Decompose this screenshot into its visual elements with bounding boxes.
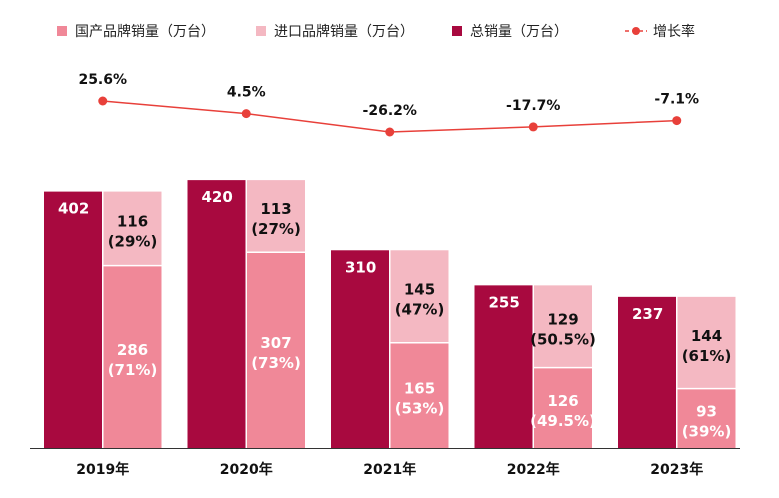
import-value-label: 113 — [260, 200, 291, 218]
total-bar — [44, 191, 102, 448]
total-bar — [187, 180, 246, 448]
legend-swatch — [256, 26, 266, 36]
growth-point — [528, 122, 538, 132]
domestic-share-label: (53%) — [395, 399, 445, 417]
bar-labels-layer: 402 286 (71%) 116 (29%) 420 307 (73%) 113 (27%) 31… — [58, 188, 731, 440]
import-bar — [534, 285, 592, 368]
domestic-value-label: 93 — [696, 402, 717, 420]
growth-label: -17.7% — [506, 98, 560, 114]
import-value-label: 145 — [404, 281, 435, 299]
domestic-share-label: (73%) — [251, 354, 301, 372]
import-share-label: (50.5%) — [530, 330, 596, 348]
import-share-label: (27%) — [251, 220, 301, 238]
total-bar-label: 420 — [202, 188, 233, 206]
legend: 国产品牌销量（万台） 进口品牌销量（万台） 总销量（万台） 增长率 — [57, 23, 695, 40]
legend-swatch — [57, 26, 67, 36]
import-value-label: 116 — [117, 213, 148, 231]
domestic-share-label: (49.5%) — [530, 412, 596, 430]
legend-label: 国产品牌销量（万台） — [75, 23, 215, 40]
domestic-share-label: (71%) — [108, 361, 158, 379]
legend-line-marker — [632, 27, 640, 35]
growth-point — [385, 127, 395, 137]
import-value-label: 129 — [547, 310, 578, 328]
growth-label: 4.5% — [227, 85, 266, 101]
total-bar-label: 402 — [58, 200, 89, 218]
import-bar — [247, 180, 305, 253]
domestic-value-label: 307 — [260, 334, 291, 352]
domestic-bar — [390, 342, 449, 448]
total-bar-label: 255 — [489, 293, 520, 311]
legend-label: 总销量（万台） — [470, 24, 568, 40]
import-share-label: (47%) — [395, 301, 445, 319]
domestic-bar — [103, 265, 162, 448]
legend-swatch — [452, 26, 462, 36]
growth-point — [241, 109, 251, 119]
domestic-bar — [534, 367, 592, 448]
domestic-value-label: 126 — [547, 392, 578, 410]
domestic-bar — [677, 388, 736, 448]
total-bar-label: 310 — [345, 258, 376, 276]
total-bar — [331, 250, 389, 448]
x-axis: 2019年 2020年 2021年 2022年 2023年 — [30, 448, 740, 478]
growth-label: 25.6% — [78, 72, 127, 88]
x-tick-label: 2019年 — [76, 461, 129, 478]
bars-layer — [44, 180, 736, 448]
domestic-share-label: (39%) — [682, 422, 732, 440]
import-bar — [677, 296, 736, 389]
import-share-label: (29%) — [108, 233, 158, 251]
x-tick-label: 2020年 — [220, 461, 273, 478]
growth-label: -26.2% — [363, 103, 417, 119]
domestic-value-label: 286 — [117, 341, 148, 359]
import-share-label: (61%) — [682, 347, 732, 365]
growth-point — [672, 116, 682, 126]
x-tick-label: 2021年 — [363, 461, 416, 478]
x-tick-label: 2022年 — [507, 461, 560, 478]
domestic-value-label: 165 — [404, 379, 435, 397]
total-bar-label: 237 — [632, 305, 663, 323]
domestic-bar — [247, 252, 305, 448]
total-bar — [618, 296, 676, 448]
growth-line-layer: 25.6% 4.5% -26.2% -17.7% -7.1% — [78, 72, 699, 137]
x-tick-label: 2023年 — [650, 461, 703, 478]
growth-label: -7.1% — [654, 92, 699, 108]
growth-point — [98, 96, 108, 106]
import-bar — [390, 250, 449, 343]
legend-label: 增长率 — [653, 23, 695, 40]
legend-label: 进口品牌销量（万台） — [274, 23, 414, 40]
import-value-label: 144 — [691, 327, 722, 345]
total-bar — [474, 285, 533, 448]
import-bar — [103, 191, 162, 266]
